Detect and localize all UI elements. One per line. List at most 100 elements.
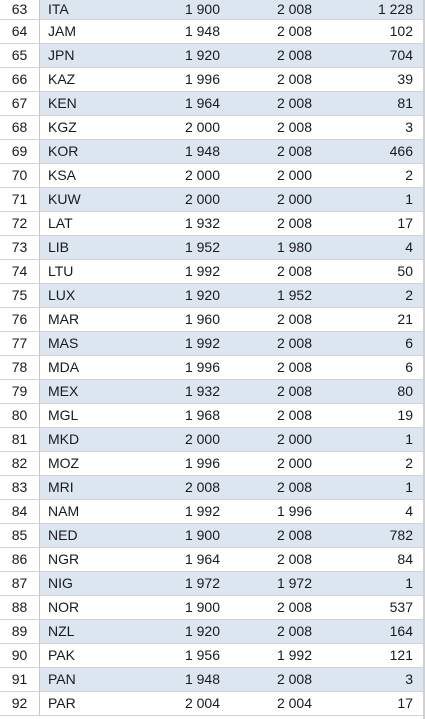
table-row[interactable]: 66 KAZ 1 996 2 008 39 — [0, 68, 425, 92]
count-cell[interactable]: 466 — [389, 143, 413, 159]
table-row[interactable]: 70 KSA 2 000 2 000 2 — [0, 164, 425, 188]
country-code-cell[interactable]: NIG — [48, 575, 73, 591]
table-row[interactable]: 74 LTU 1 992 2 008 50 — [0, 260, 425, 284]
table-row[interactable]: 76 MAR 1 960 2 008 21 — [0, 308, 425, 332]
country-code-cell[interactable]: JPN — [48, 47, 75, 63]
table-row[interactable]: 64 JAM 1 948 2 008 102 — [0, 20, 425, 44]
last-year-cell[interactable]: 2 000 — [276, 431, 312, 447]
last-year-cell[interactable]: 2 008 — [276, 23, 312, 39]
last-year-cell[interactable]: 1 980 — [276, 239, 312, 255]
table-row[interactable]: 92 PAR 2 004 2 004 17 — [0, 692, 425, 716]
first-year-cell[interactable]: 1 948 — [184, 143, 220, 159]
first-year-cell[interactable]: 1 920 — [184, 287, 220, 303]
count-cell[interactable]: 4 — [405, 503, 413, 519]
last-year-cell[interactable]: 2 008 — [276, 335, 312, 351]
country-code-cell[interactable]: ITA — [48, 1, 69, 17]
first-year-cell[interactable]: 1 948 — [184, 23, 220, 39]
last-year-cell[interactable]: 2 008 — [276, 383, 312, 399]
row-number[interactable]: 81 — [0, 428, 40, 451]
table-row[interactable]: 69 KOR 1 948 2 008 466 — [0, 140, 425, 164]
count-cell[interactable]: 6 — [405, 335, 413, 351]
row-number[interactable]: 83 — [0, 476, 40, 499]
last-year-cell[interactable]: 2 008 — [276, 263, 312, 279]
row-number[interactable]: 85 — [0, 524, 40, 547]
count-cell[interactable]: 2 — [405, 287, 413, 303]
first-year-cell[interactable]: 1 920 — [184, 47, 220, 63]
country-code-cell[interactable]: MAR — [48, 311, 80, 327]
first-year-cell[interactable]: 1 932 — [184, 215, 220, 231]
row-number[interactable]: 91 — [0, 668, 40, 691]
last-year-cell[interactable]: 2 008 — [276, 143, 312, 159]
row-number[interactable]: 70 — [0, 164, 40, 187]
first-year-cell[interactable]: 1 992 — [184, 503, 220, 519]
last-year-cell[interactable]: 2 008 — [276, 407, 312, 423]
count-cell[interactable]: 782 — [389, 527, 413, 543]
country-code-cell[interactable]: LAT — [48, 215, 73, 231]
row-number[interactable]: 86 — [0, 548, 40, 571]
count-cell[interactable]: 3 — [405, 671, 413, 687]
row-number[interactable]: 88 — [0, 596, 40, 619]
row-number[interactable]: 80 — [0, 404, 40, 427]
country-code-cell[interactable]: LIB — [48, 239, 70, 255]
first-year-cell[interactable]: 1 960 — [184, 311, 220, 327]
row-number[interactable]: 65 — [0, 44, 40, 67]
count-cell[interactable]: 537 — [389, 599, 413, 615]
first-year-cell[interactable]: 2 000 — [184, 191, 220, 207]
last-year-cell[interactable]: 2 008 — [276, 479, 312, 495]
table-row[interactable]: 77 MAS 1 992 2 008 6 — [0, 332, 425, 356]
row-number[interactable]: 92 — [0, 692, 40, 715]
table-row[interactable]: 67 KEN 1 964 2 008 81 — [0, 92, 425, 116]
table-row[interactable]: 90 PAK 1 956 1 992 121 — [0, 644, 425, 668]
table-row[interactable]: 68 KGZ 2 000 2 008 3 — [0, 116, 425, 140]
last-year-cell[interactable]: 2 000 — [276, 167, 312, 183]
count-cell[interactable]: 1 228 — [377, 1, 413, 17]
country-code-cell[interactable]: NGR — [48, 551, 80, 567]
first-year-cell[interactable]: 1 948 — [184, 671, 220, 687]
first-year-cell[interactable]: 1 956 — [184, 647, 220, 663]
count-cell[interactable]: 2 — [405, 167, 413, 183]
table-row[interactable]: 85 NED 1 900 2 008 782 — [0, 524, 425, 548]
country-code-cell[interactable]: JAM — [48, 23, 76, 39]
last-year-cell[interactable]: 1 972 — [276, 575, 312, 591]
scrollbar-edge[interactable] — [423, 0, 425, 719]
last-year-cell[interactable]: 2 008 — [276, 599, 312, 615]
last-year-cell[interactable]: 2 008 — [276, 1, 312, 17]
count-cell[interactable]: 1 — [405, 431, 413, 447]
row-number[interactable]: 76 — [0, 308, 40, 331]
first-year-cell[interactable]: 2 000 — [184, 167, 220, 183]
table-row[interactable]: 75 LUX 1 920 1 952 2 — [0, 284, 425, 308]
last-year-cell[interactable]: 2 008 — [276, 671, 312, 687]
country-code-cell[interactable]: MOZ — [48, 455, 80, 471]
last-year-cell[interactable]: 1 992 — [276, 647, 312, 663]
first-year-cell[interactable]: 1 992 — [184, 263, 220, 279]
count-cell[interactable]: 102 — [389, 23, 413, 39]
first-year-cell[interactable]: 1 900 — [184, 1, 220, 17]
country-code-cell[interactable]: LUX — [48, 287, 76, 303]
table-row[interactable]: 78 MDA 1 996 2 008 6 — [0, 356, 425, 380]
country-code-cell[interactable]: KEN — [48, 95, 77, 111]
row-number[interactable]: 67 — [0, 92, 40, 115]
table-row[interactable]: 65 JPN 1 920 2 008 704 — [0, 44, 425, 68]
country-code-cell[interactable]: NOR — [48, 599, 80, 615]
table-row[interactable]: 91 PAN 1 948 2 008 3 — [0, 668, 425, 692]
table-row[interactable]: 87 NIG 1 972 1 972 1 — [0, 572, 425, 596]
row-number[interactable]: 64 — [0, 20, 40, 43]
row-number[interactable]: 78 — [0, 356, 40, 379]
last-year-cell[interactable]: 1 996 — [276, 503, 312, 519]
row-number[interactable]: 68 — [0, 116, 40, 139]
last-year-cell[interactable]: 2 008 — [276, 359, 312, 375]
table-row[interactable]: 83 MRI 2 008 2 008 1 — [0, 476, 425, 500]
row-number[interactable]: 73 — [0, 236, 40, 259]
first-year-cell[interactable]: 1 996 — [184, 455, 220, 471]
last-year-cell[interactable]: 2 000 — [276, 191, 312, 207]
table-row[interactable]: 82 MOZ 1 996 2 000 2 — [0, 452, 425, 476]
count-cell[interactable]: 164 — [389, 623, 413, 639]
country-code-cell[interactable]: KOR — [48, 143, 79, 159]
last-year-cell[interactable]: 2 008 — [276, 527, 312, 543]
table-row[interactable]: 72 LAT 1 932 2 008 17 — [0, 212, 425, 236]
last-year-cell[interactable]: 2 000 — [276, 455, 312, 471]
table-row[interactable]: 80 MGL 1 968 2 008 19 — [0, 404, 425, 428]
country-code-cell[interactable]: MAS — [48, 335, 79, 351]
count-cell[interactable]: 704 — [389, 47, 413, 63]
last-year-cell[interactable]: 2 008 — [276, 623, 312, 639]
